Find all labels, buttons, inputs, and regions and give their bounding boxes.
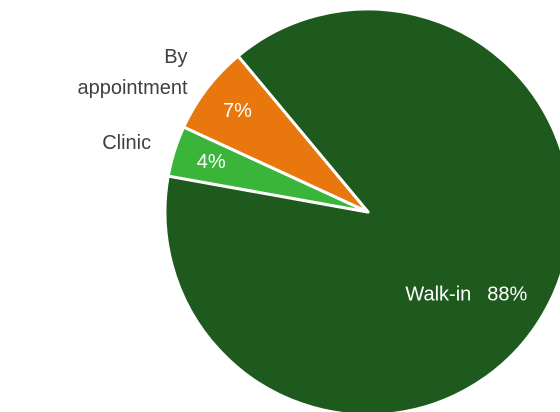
- pie-slice: [163, 7, 560, 412]
- value-label: 4%: [197, 151, 226, 173]
- value-label: 88%: [487, 284, 527, 306]
- value-label: 7%: [223, 100, 252, 122]
- pie-slice: [182, 54, 370, 214]
- slice-label: Walk-in: [405, 284, 471, 306]
- slice-label: Clinic: [102, 132, 151, 154]
- slice-label: By appointment: [77, 46, 188, 99]
